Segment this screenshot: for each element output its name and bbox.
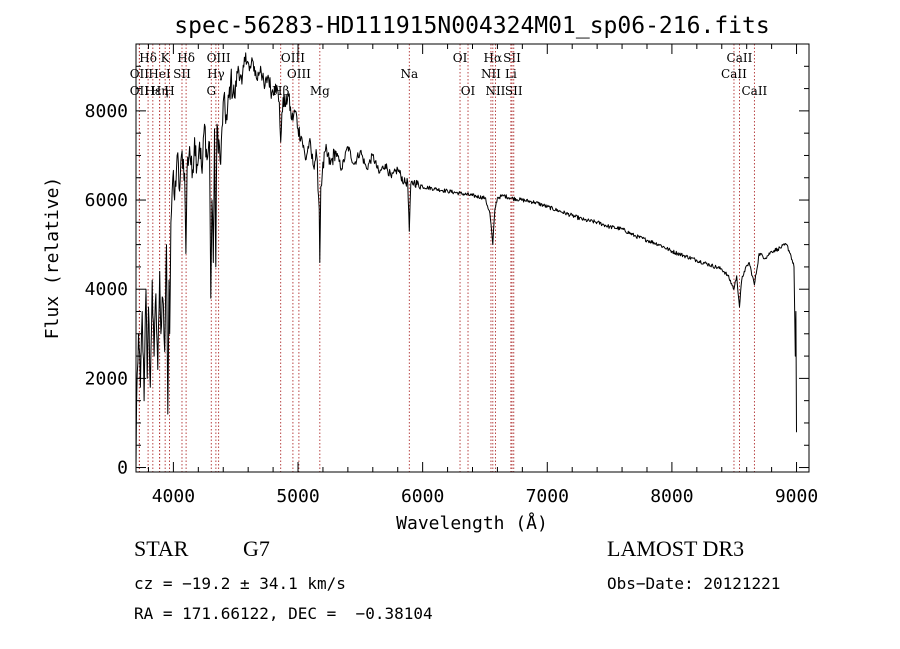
y-tick-label: 8000 — [85, 101, 128, 122]
line-label: SII — [503, 51, 521, 65]
line-label: OI — [461, 84, 476, 98]
spectrum-line — [135, 52, 797, 468]
line-label: HeI — [148, 67, 171, 81]
line-label: Na — [400, 67, 418, 81]
line-label: CaII — [721, 67, 747, 81]
line-label: SII — [173, 67, 191, 81]
line-label: OI — [453, 51, 468, 65]
obs-date: Obs−Date: 20121221 — [607, 574, 781, 593]
spectrum-series — [135, 52, 797, 468]
subclass-label: G7 — [243, 536, 270, 561]
x-tick-label: 4000 — [152, 486, 195, 507]
x-tick-label: 6000 — [401, 486, 444, 507]
line-label: OIII — [207, 51, 231, 65]
x-tick-label: 8000 — [650, 486, 693, 507]
line-label: G — [206, 84, 216, 98]
x-tick-label: 9000 — [775, 486, 818, 507]
line-label: Hδ — [139, 51, 157, 65]
survey-label: LAMOST DR3 — [607, 536, 745, 561]
x-axis-label: Wavelength (Å) — [396, 512, 548, 534]
line-label: Hδ — [177, 51, 195, 65]
line-label: NII — [485, 84, 505, 98]
class-label: STAR — [134, 536, 189, 561]
line-label: NII — [481, 67, 501, 81]
line-label: H — [164, 84, 174, 98]
line-label: CaII — [727, 51, 753, 65]
y-axis: 0 2000 4000 6000 8000 — [85, 65, 809, 479]
line-label: Mg — [310, 84, 330, 98]
line-label: OIII — [287, 67, 311, 81]
y-tick-label: 4000 — [85, 279, 128, 300]
line-label: Hη — [151, 84, 169, 98]
line-label: K — [161, 51, 171, 65]
line-label: OII — [130, 67, 150, 81]
line-label: Hε — [144, 84, 161, 98]
line-label: OIII — [281, 51, 305, 65]
line-label: Hα — [484, 51, 503, 65]
y-tick-label: 6000 — [85, 190, 128, 211]
y-tick-label: 0 — [117, 458, 128, 479]
y-axis-label: Flux (relative) — [42, 177, 63, 340]
y-tick-label: 2000 — [85, 368, 128, 389]
coordinates: RA = 171.66122, DEC = −0.38104 — [134, 604, 433, 623]
line-label: Li — [505, 67, 517, 81]
chart-title: spec-56283-HD111915N004324M01_sp06-216.f… — [174, 13, 769, 39]
line-label: OII — [130, 84, 150, 98]
line-label: Hγ — [207, 67, 225, 81]
x-tick-label: 7000 — [526, 486, 569, 507]
cz-value: cz = −19.2 ± 34.1 km/s — [134, 574, 346, 593]
plot-frame — [135, 43, 810, 473]
line-label: CaII — [741, 84, 767, 98]
line-label: SII — [505, 84, 523, 98]
x-tick-label: 5000 — [276, 486, 319, 507]
x-axis: 4000 5000 6000 7000 8000 9000 — [147, 44, 818, 507]
